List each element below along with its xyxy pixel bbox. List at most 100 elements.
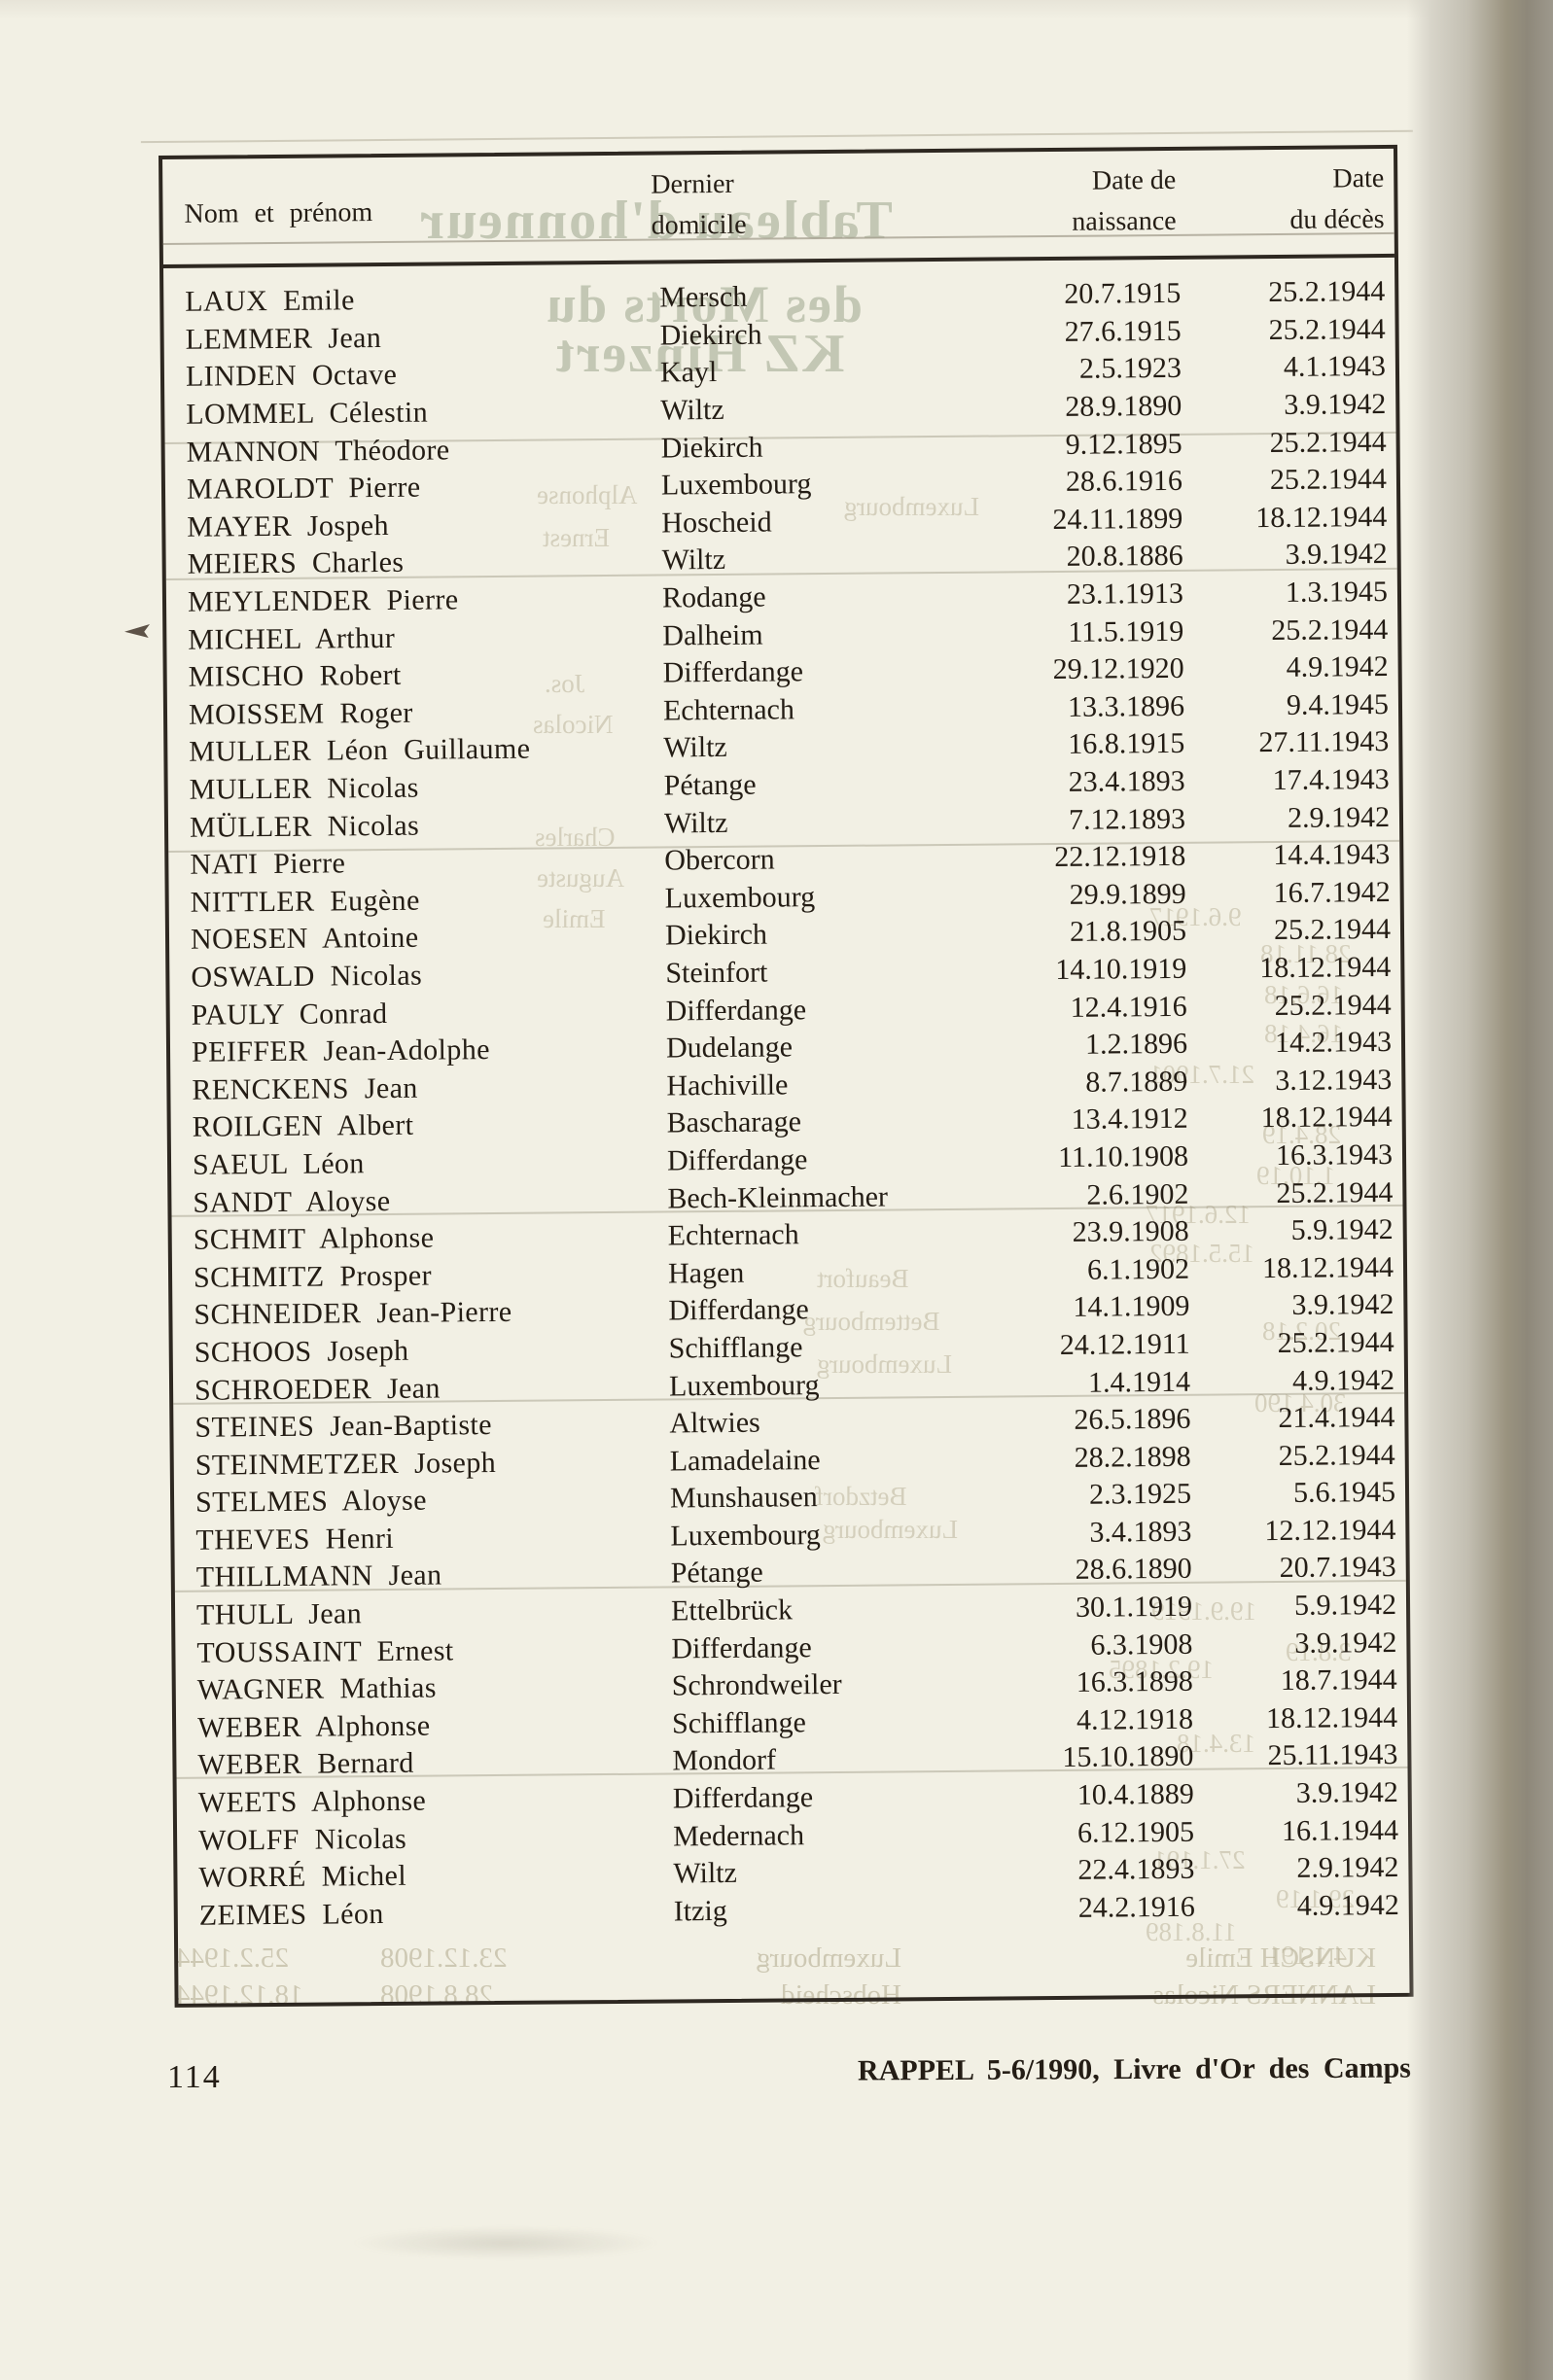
- cell-domicile: Hachiville: [666, 1068, 789, 1102]
- cell-birth-date: 24.2.1916: [1077, 1890, 1195, 1924]
- cell-death-date: 20.7.1943: [1279, 1551, 1396, 1585]
- cell-birth-date: 20.8.1886: [1066, 540, 1183, 574]
- cell-domicile: Pétange: [670, 1557, 763, 1590]
- cell-birth-date: 11.10.1908: [1057, 1139, 1189, 1173]
- cell-domicile: Bascharage: [666, 1105, 802, 1139]
- cell-domicile: Bech-Kleinmacher: [667, 1180, 889, 1215]
- cell-birth-date: 1.2.1896: [1084, 1027, 1188, 1061]
- cell-birth-date: 15.10.1890: [1062, 1740, 1194, 1774]
- cell-name: MANNON Théodore: [186, 434, 450, 469]
- cell-death-date: 25.2.1944: [1269, 463, 1388, 497]
- cell-birth-date: 6.1.1902: [1086, 1252, 1190, 1286]
- cell-name: WEBER Alphonse: [196, 1709, 431, 1744]
- cell-name: MEYLENDER Pierre: [187, 583, 459, 618]
- cell-domicile: Diekirch: [659, 318, 762, 352]
- cell-name: WOLFF Nicolas: [197, 1822, 407, 1857]
- cell-domicile: Diekirch: [664, 918, 768, 952]
- cell-name: WAGNER Mathias: [196, 1671, 437, 1706]
- cell-domicile: Obercorn: [664, 843, 775, 877]
- cell-domicile: Wiltz: [661, 543, 726, 577]
- cell-birth-date: 12.4.1916: [1070, 990, 1187, 1024]
- cell-name: PAULY Conrad: [191, 997, 388, 1032]
- cell-domicile: Luxembourg: [670, 1519, 821, 1553]
- cell-death-date: 16.1.1944: [1281, 1813, 1399, 1847]
- cell-name: SANDT Aloyse: [193, 1184, 391, 1219]
- cell-birth-date: 7.12.1893: [1068, 802, 1186, 836]
- cell-domicile: Luxembourg: [668, 1368, 820, 1402]
- header-birth-line1: Date de: [1091, 164, 1177, 196]
- cell-domicile: Schifflange: [668, 1331, 803, 1365]
- cell-name: LEMMER Jean: [185, 321, 382, 356]
- cell-death-date: 3.9.1942: [1294, 1626, 1397, 1660]
- cell-death-date: 1.3.1945: [1285, 576, 1389, 609]
- cell-name: MULLER Léon Guillaume: [189, 733, 531, 769]
- header-death-line1: Date: [1332, 163, 1385, 194]
- cell-name: NOESEN Antoine: [190, 922, 419, 957]
- cell-death-date: 3.9.1942: [1285, 538, 1388, 572]
- margin-pen-mark: [124, 624, 150, 638]
- cell-death-date: 27.11.1943: [1258, 725, 1390, 759]
- cell-name: STEINMETZER Joseph: [194, 1446, 497, 1482]
- cell-name: THILLMANN Jean: [195, 1558, 442, 1594]
- cell-death-date: 5.9.1942: [1293, 1589, 1397, 1622]
- memorial-table: Nom et prénom Dernier domicile Date de n…: [140, 129, 1414, 2008]
- cell-death-date: 25.2.1944: [1276, 1175, 1394, 1209]
- cell-birth-date: 10.4.1889: [1077, 1777, 1194, 1811]
- cell-domicile: Mersch: [659, 281, 748, 314]
- cell-birth-date: 22.12.1918: [1054, 840, 1186, 874]
- cell-death-date: 25.2.1944: [1278, 1438, 1395, 1472]
- cell-name: NITTLER Eugène: [190, 884, 420, 919]
- cell-birth-date: 16.3.1898: [1076, 1665, 1193, 1699]
- cell-domicile: Hoscheid: [661, 506, 772, 540]
- cell-birth-date: 6.12.1905: [1077, 1815, 1195, 1849]
- cell-birth-date: 22.4.1893: [1077, 1853, 1195, 1887]
- cell-birth-date: 11.5.1919: [1068, 614, 1184, 648]
- cell-birth-date: 4.12.1918: [1076, 1702, 1194, 1736]
- cell-death-date: 4.9.1942: [1286, 650, 1389, 684]
- cell-birth-date: 24.11.1899: [1052, 502, 1183, 536]
- cell-domicile: Dalheim: [662, 618, 763, 652]
- cell-domicile: Differdange: [671, 1630, 812, 1665]
- cell-domicile: Munshausen: [669, 1481, 818, 1515]
- cell-name: RENCKENS Jean: [192, 1071, 418, 1106]
- cell-death-date: 12.12.1944: [1264, 1513, 1396, 1548]
- cell-birth-date: 23.9.1908: [1072, 1214, 1189, 1248]
- cell-domicile: Hagen: [667, 1256, 745, 1290]
- header-birth-date: Date de naissance: [985, 160, 1177, 244]
- scan-artifact-line: [140, 129, 1413, 144]
- cell-name: MULLER Nicolas: [189, 771, 419, 806]
- cell-domicile: Luxembourg: [664, 880, 816, 915]
- cell-name: MOISSEM Roger: [188, 696, 413, 731]
- header-domicile-line1: Dernier: [651, 168, 734, 200]
- cell-birth-date: 28.6.1890: [1075, 1553, 1192, 1587]
- cell-death-date: 14.2.1943: [1274, 1026, 1393, 1060]
- cell-name: TOUSSAINT Ernest: [196, 1634, 454, 1669]
- table-border-box: Nom et prénom Dernier domicile Date de n…: [159, 144, 1414, 2008]
- cell-name: OSWALD Nicolas: [191, 959, 423, 994]
- cell-death-date: 25.2.1944: [1274, 988, 1392, 1022]
- cell-birth-date: 6.3.1908: [1090, 1628, 1193, 1662]
- cell-domicile: Differdange: [672, 1781, 814, 1815]
- cell-death-date: 16.3.1943: [1275, 1138, 1394, 1172]
- page-number: 114: [167, 2059, 222, 2095]
- cell-name: LOMMEL Célestin: [186, 396, 429, 431]
- cell-death-date: 4.9.1942: [1296, 1888, 1399, 1922]
- cell-death-date: 25.2.1944: [1269, 425, 1387, 459]
- cell-domicile: Dudelange: [665, 1031, 794, 1065]
- cell-birth-date: 14.10.1919: [1055, 952, 1187, 986]
- cell-birth-date: 13.3.1896: [1067, 689, 1185, 723]
- cell-domicile: Differdange: [668, 1293, 809, 1327]
- cell-domicile: Wiltz: [663, 806, 728, 840]
- footer-imprint: RAPPEL 5-6/1990, Livre d'Or des Camps: [857, 2051, 1412, 2087]
- cell-death-date: 18.12.1944: [1265, 1700, 1398, 1734]
- cell-birth-date: 20.7.1915: [1064, 277, 1182, 311]
- cell-death-date: 18.12.1944: [1261, 1250, 1394, 1284]
- cell-name: SCHMIT Alphonse: [193, 1221, 435, 1256]
- cell-domicile: Medernach: [672, 1818, 805, 1853]
- cell-name: MÜLLER Nicolas: [189, 809, 420, 844]
- cell-birth-date: 2.3.1925: [1088, 1478, 1192, 1511]
- cell-death-date: 17.4.1943: [1272, 762, 1390, 797]
- cell-name: MEIERS Charles: [187, 546, 405, 581]
- table-rows: LAUX Emile Mersch 20.7.1915 25.2.1944 LEMMER…: [163, 273, 1409, 1935]
- cell-domicile: Diekirch: [660, 431, 763, 465]
